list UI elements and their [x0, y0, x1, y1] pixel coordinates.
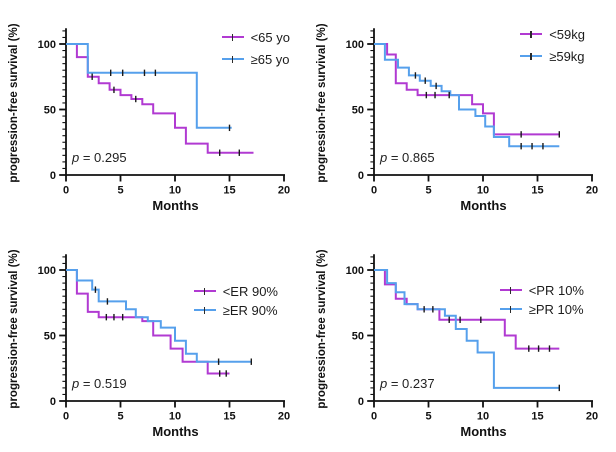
svg-text:50: 50: [44, 331, 56, 343]
svg-text:0: 0: [371, 185, 377, 197]
svg-text:100: 100: [346, 39, 364, 51]
p-value-label: p = 0.519: [72, 376, 127, 391]
x-axis-title: Months: [460, 424, 507, 439]
svg-text:100: 100: [38, 265, 56, 277]
legend-label: ≥65 yo: [250, 51, 290, 67]
legend-entry: ≥65 yo: [221, 51, 290, 67]
svg-text:20: 20: [586, 185, 598, 197]
legend-line-marker: [520, 29, 543, 40]
legend-label: ≥PR 10%: [528, 301, 584, 317]
y-axis-title: progression-free survival (%): [316, 23, 328, 183]
legend-label: <PR 10%: [528, 282, 584, 298]
legend: <PR 10% ≥PR 10%: [499, 282, 584, 317]
svg-text:15: 15: [223, 411, 235, 423]
legend-entry: ≥ER 90%: [193, 302, 278, 318]
svg-text:5: 5: [117, 411, 123, 423]
legend-entry: <PR 10%: [499, 282, 584, 298]
legend-entry: <ER 90%: [193, 283, 278, 299]
svg-text:50: 50: [44, 105, 56, 117]
y-axis-title: progression-free survival (%): [316, 249, 328, 409]
svg-text:20: 20: [586, 411, 598, 423]
svg-text:10: 10: [169, 185, 181, 197]
legend-label: ≥ER 90%: [222, 302, 278, 318]
legend: <ER 90% ≥ER 90%: [193, 283, 278, 318]
svg-text:20: 20: [278, 411, 290, 423]
legend-line-marker: [193, 286, 216, 297]
svg-text:50: 50: [352, 105, 364, 117]
svg-text:5: 5: [425, 185, 431, 197]
legend-entry: ≥59kg: [520, 48, 585, 64]
legend-label: <65 yo: [250, 29, 290, 45]
svg-text:5: 5: [117, 185, 123, 197]
p-value-label: p = 0.865: [380, 150, 435, 165]
svg-text:100: 100: [346, 265, 364, 277]
svg-text:10: 10: [477, 411, 489, 423]
legend-entry: <59kg: [520, 26, 585, 42]
y-axis-title: progression-free survival (%): [8, 249, 20, 409]
y-axis-title: progression-free survival (%): [8, 23, 20, 183]
legend-label: ≥59kg: [549, 48, 585, 64]
p-value-label: p = 0.295: [72, 150, 127, 165]
svg-text:15: 15: [531, 411, 543, 423]
legend-label: <59kg: [549, 26, 585, 42]
svg-text:0: 0: [50, 170, 56, 182]
svg-text:5: 5: [425, 411, 431, 423]
svg-text:0: 0: [358, 170, 364, 182]
legend-line-marker: [520, 51, 543, 62]
km-plot-weight: 0 50 100 0 5 10 15 20: [346, 28, 598, 197]
km-plot-er: 0 50 100 0 5 10 15 20: [38, 254, 290, 423]
svg-text:10: 10: [477, 185, 489, 197]
legend-entry: <65 yo: [221, 29, 290, 45]
legend-line-marker: [221, 54, 244, 65]
legend: <59kg ≥59kg: [520, 26, 585, 64]
x-axis-title: Months: [152, 424, 199, 439]
svg-text:15: 15: [531, 185, 543, 197]
km-panel-weight: 0 50 100 0 5 10 15 20 progression-free survival…: [308, 0, 616, 226]
p-value-label: p = 0.237: [380, 376, 435, 391]
legend-line-marker: [221, 32, 244, 43]
legend-line-marker: [193, 305, 216, 316]
svg-text:0: 0: [63, 411, 69, 423]
legend-entry: ≥PR 10%: [499, 301, 584, 317]
km-plot-pr: 0 50 100 0 5 10 15 20: [346, 254, 598, 423]
km-plot-age: 0 50 100 0 5 10 15 20: [38, 28, 290, 197]
x-axis-title: Months: [152, 198, 199, 213]
svg-text:0: 0: [63, 185, 69, 197]
km-panel-pr: 0 50 100 0 5 10 15 20 progression-free survival…: [308, 226, 616, 452]
legend-line-marker: [499, 304, 522, 315]
svg-text:100: 100: [38, 39, 56, 51]
svg-text:0: 0: [371, 411, 377, 423]
km-panel-er: 0 50 100 0 5 10 15 20 progression-free survival…: [0, 226, 308, 452]
km-panel-age: 0 50 100 0 5 10 15 20 progression-free survival…: [0, 0, 308, 226]
svg-text:50: 50: [352, 331, 364, 343]
svg-text:0: 0: [358, 396, 364, 408]
x-axis-title: Months: [460, 198, 507, 213]
svg-text:10: 10: [169, 411, 181, 423]
legend-line-marker: [499, 285, 522, 296]
legend-label: <ER 90%: [222, 283, 278, 299]
legend: <65 yo ≥65 yo: [221, 29, 290, 67]
svg-text:20: 20: [278, 185, 290, 197]
svg-text:0: 0: [50, 396, 56, 408]
svg-text:15: 15: [223, 185, 235, 197]
